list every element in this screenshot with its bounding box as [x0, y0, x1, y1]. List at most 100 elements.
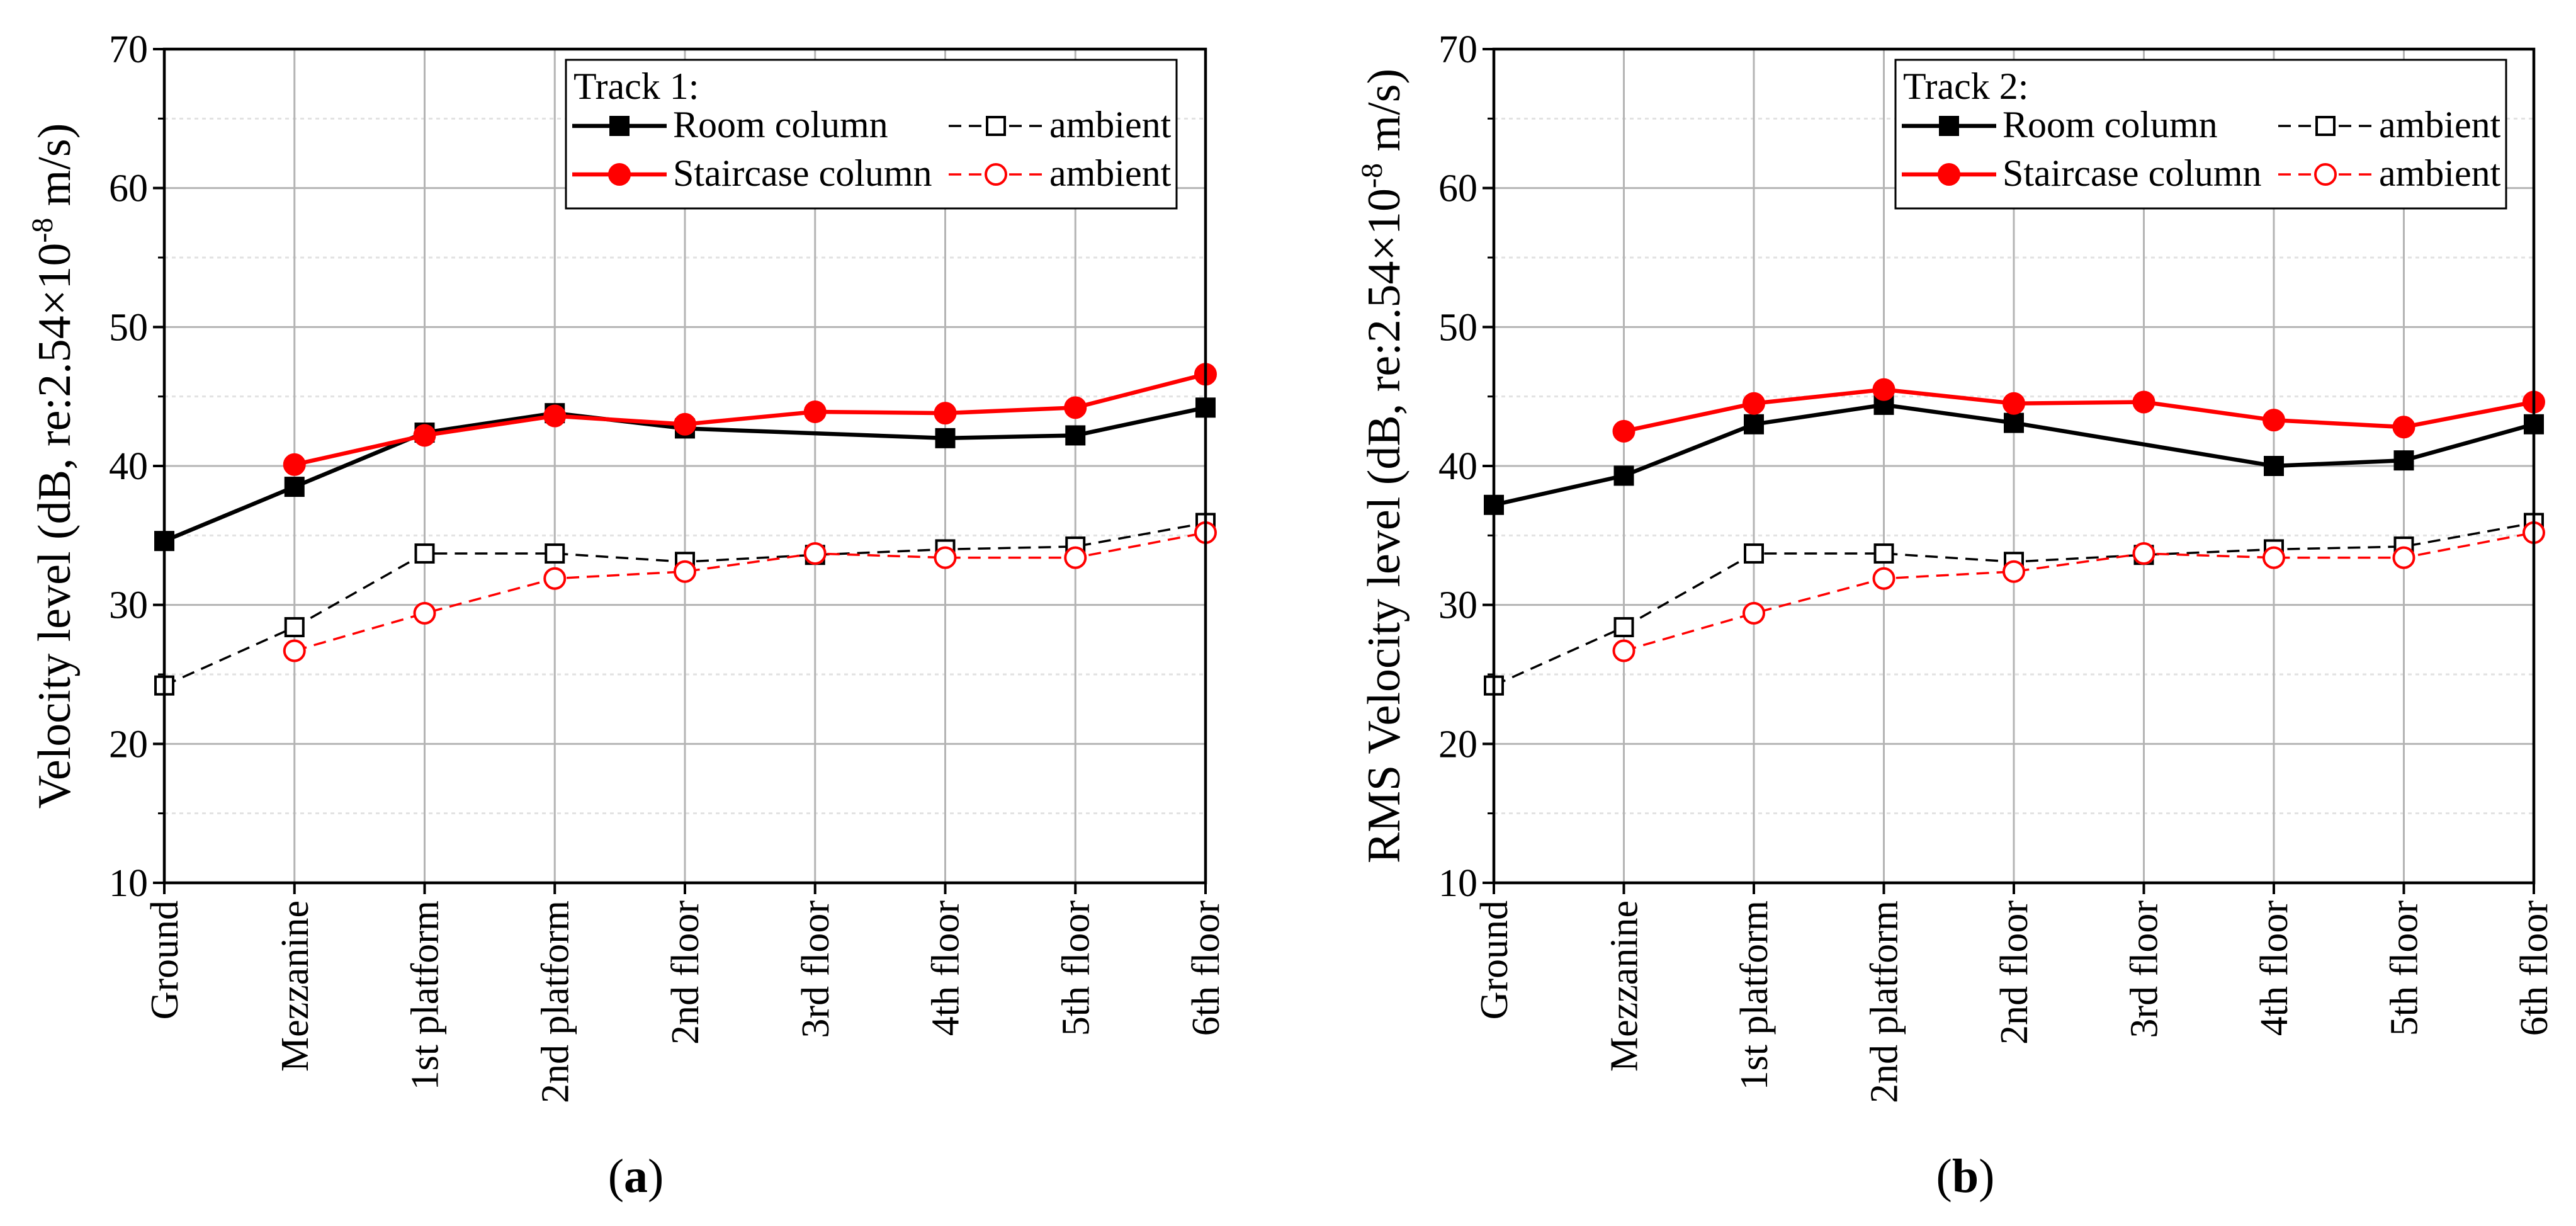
- data-point: [674, 560, 696, 583]
- data-point: [2393, 450, 2414, 471]
- data-point: [545, 543, 565, 564]
- x-tick-label: 2nd floor: [664, 900, 707, 1045]
- series-line-3: [1624, 531, 2534, 652]
- y-tick-label: 50: [109, 306, 148, 349]
- legend-marker: [985, 163, 1007, 186]
- y-tick-label: 10: [1438, 862, 1477, 905]
- data-point: [2392, 416, 2415, 439]
- legend-title: Track 2:: [1903, 65, 2028, 107]
- data-point: [1743, 392, 1765, 415]
- data-point: [1872, 378, 1895, 401]
- data-point: [2132, 542, 2155, 565]
- data-point: [1743, 601, 1765, 625]
- x-tick-label: 2nd floor: [1993, 900, 2036, 1045]
- y-tick-label: 30: [1438, 584, 1477, 627]
- x-tick-label: 1st platform: [404, 900, 447, 1090]
- data-point: [283, 639, 306, 662]
- data-point: [2003, 560, 2025, 583]
- x-tick-label: 2nd platform: [1863, 900, 1906, 1103]
- x-tick-label: Ground: [144, 900, 186, 1019]
- x-tick-label: 4th floor: [2253, 900, 2296, 1036]
- data-point: [803, 400, 827, 423]
- data-point: [2003, 392, 2025, 415]
- chart-panel-a: 10 20 30 40 50 60 70 Ground Mezzanine 1st platfor…: [26, 28, 1228, 1203]
- data-point: [284, 477, 305, 497]
- data-point: [1612, 639, 1635, 662]
- legend-title: Track 1:: [573, 65, 699, 107]
- data-point: [1744, 414, 1764, 434]
- y-tick-label: 20: [1438, 723, 1477, 766]
- data-point: [2262, 409, 2285, 432]
- data-point: [2392, 546, 2415, 569]
- data-point: [674, 412, 696, 436]
- data-point: [1872, 567, 1895, 590]
- series-line-2: [294, 372, 1206, 467]
- legend: Track 1:Room column ambient Staircase colu…: [565, 59, 1178, 210]
- legend-box: [1894, 59, 2507, 210]
- legend-label: ambient: [2379, 152, 2501, 194]
- y-tick-label: 60: [1438, 167, 1477, 210]
- x-tick-label: 4th floor: [925, 900, 968, 1036]
- legend-label: ambient: [1049, 104, 1172, 145]
- legend-marker: [986, 116, 1006, 136]
- x-tick-label: 1st platform: [1733, 900, 1776, 1090]
- y-tick-label: 70: [1438, 28, 1477, 71]
- x-tick-label: Mezzanine: [1603, 900, 1646, 1072]
- x-tick-label: 6th floor: [1185, 900, 1228, 1036]
- legend-label: Room column: [2003, 104, 2218, 145]
- x-tick-label: 3rd floor: [2123, 900, 2166, 1038]
- data-point: [1064, 546, 1087, 569]
- x-tick-label: 2nd platform: [534, 900, 577, 1103]
- data-point: [1744, 543, 1764, 564]
- data-point: [803, 542, 827, 565]
- y-axis-title: RMS Velocity level (dB, re:2.54×10-8 m/s…: [1355, 69, 1410, 863]
- data-point: [1613, 616, 1634, 637]
- data-point: [283, 453, 306, 476]
- data-point: [1613, 465, 1634, 486]
- data-point: [284, 616, 305, 637]
- series-line-2: [1623, 387, 2534, 434]
- legend-marker: [1938, 163, 1960, 186]
- x-tick-label: 6th floor: [2513, 900, 2556, 1036]
- legend-marker: [2314, 163, 2337, 186]
- data-point: [543, 404, 567, 428]
- legend-marker: [608, 163, 631, 186]
- data-point: [413, 424, 436, 447]
- data-point: [934, 402, 957, 425]
- x-tick-label: 5th floor: [1054, 900, 1097, 1036]
- legend: Track 2:Room column ambient Staircase colu…: [1894, 59, 2507, 210]
- panel-label: (b): [1936, 1150, 1995, 1203]
- legend-label: ambient: [2379, 104, 2501, 145]
- data-point: [935, 428, 956, 448]
- data-point: [934, 546, 957, 569]
- legend-marker: [1939, 116, 1959, 136]
- data-point: [2004, 412, 2024, 433]
- data-point: [1065, 425, 1086, 446]
- legend-marker: [609, 116, 630, 136]
- panel-label: (a): [608, 1150, 664, 1203]
- y-tick-label: 40: [109, 445, 148, 488]
- legend-label: Room column: [673, 104, 888, 145]
- data-point: [2262, 546, 2285, 569]
- data-point: [2132, 390, 2155, 414]
- chart-panel-b: 10 20 30 40 50 60 70 Ground Mezzanine 1st platfor…: [1355, 28, 2556, 1203]
- y-axis-title: Velocity level (dB, re:2.54×10-8 m/s): [26, 123, 81, 809]
- y-tick-label: 60: [109, 167, 148, 210]
- x-tick-label: 3rd floor: [794, 900, 837, 1038]
- series-line-0: [1493, 402, 2534, 507]
- data-point: [413, 601, 436, 625]
- legend-label: Staircase column: [2003, 152, 2262, 194]
- y-tick-label: 20: [109, 723, 148, 766]
- y-tick-label: 30: [109, 584, 148, 627]
- legend-label: ambient: [1049, 152, 1172, 194]
- x-tick-label: 5th floor: [2383, 900, 2426, 1036]
- data-point: [543, 567, 567, 590]
- legend-label: Staircase column: [673, 152, 932, 194]
- data-point: [414, 543, 435, 564]
- data-point: [2264, 456, 2284, 476]
- legend-box: [565, 59, 1178, 210]
- data-point: [1873, 543, 1894, 564]
- series-line-3: [294, 531, 1206, 652]
- y-tick-label: 50: [1438, 306, 1477, 349]
